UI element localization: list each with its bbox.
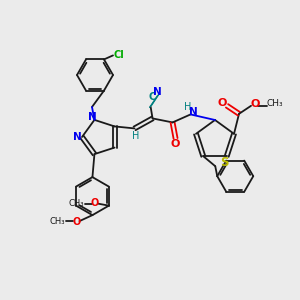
Text: O: O: [171, 140, 180, 149]
Text: S: S: [220, 156, 229, 169]
Text: Cl: Cl: [114, 50, 124, 60]
Text: CH₃: CH₃: [50, 217, 65, 226]
Text: C: C: [149, 92, 156, 102]
Text: CH₃: CH₃: [267, 99, 283, 108]
Text: H: H: [184, 102, 191, 112]
Text: O: O: [72, 217, 81, 227]
Text: N: N: [88, 112, 97, 122]
Text: N: N: [73, 132, 81, 142]
Text: O: O: [250, 99, 260, 109]
Text: O: O: [91, 198, 99, 208]
Text: H: H: [132, 131, 139, 141]
Text: N: N: [189, 107, 198, 117]
Text: CH₃: CH₃: [68, 199, 84, 208]
Text: N: N: [153, 87, 162, 98]
Text: O: O: [217, 98, 227, 108]
